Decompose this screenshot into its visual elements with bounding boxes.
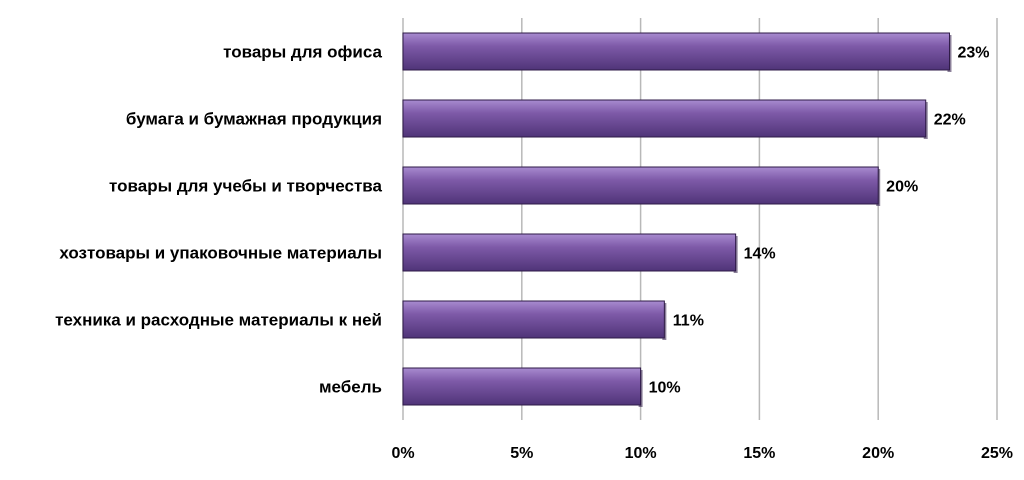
labels: 0% 5% 10% 15% 20% 25% товары для офиса 23% бумаг… bbox=[55, 43, 1013, 463]
data-label: 11% bbox=[673, 313, 704, 330]
category-label: бумага и бумажная продукция bbox=[126, 110, 382, 129]
category-label: товары для офиса bbox=[223, 43, 382, 62]
bar bbox=[402, 166, 879, 205]
grid-lines bbox=[402, 18, 998, 420]
x-tick-label: 25% bbox=[981, 445, 1013, 462]
data-label: 22% bbox=[934, 112, 966, 129]
category-label: товары для учебы и творчества bbox=[109, 177, 383, 196]
category-label: мебель bbox=[319, 378, 382, 397]
bar bbox=[402, 367, 642, 406]
bar bbox=[402, 300, 665, 339]
x-tick-label: 20% bbox=[862, 445, 894, 462]
category-label: техника и расходные материалы к ней bbox=[55, 311, 382, 330]
bars bbox=[402, 32, 952, 407]
x-tick-label: 10% bbox=[625, 445, 657, 462]
x-tick-label: 15% bbox=[743, 445, 775, 462]
bar bbox=[402, 233, 737, 272]
data-label: 23% bbox=[957, 45, 989, 62]
category-label: хозтовары и упаковочные материалы bbox=[59, 244, 382, 263]
x-tick-label: 0% bbox=[391, 445, 414, 462]
data-label: 14% bbox=[744, 246, 776, 263]
data-label: 10% bbox=[649, 380, 681, 397]
bar bbox=[402, 99, 927, 138]
bar bbox=[402, 32, 950, 71]
x-tick-label: 5% bbox=[510, 445, 533, 462]
data-label: 20% bbox=[886, 179, 918, 196]
